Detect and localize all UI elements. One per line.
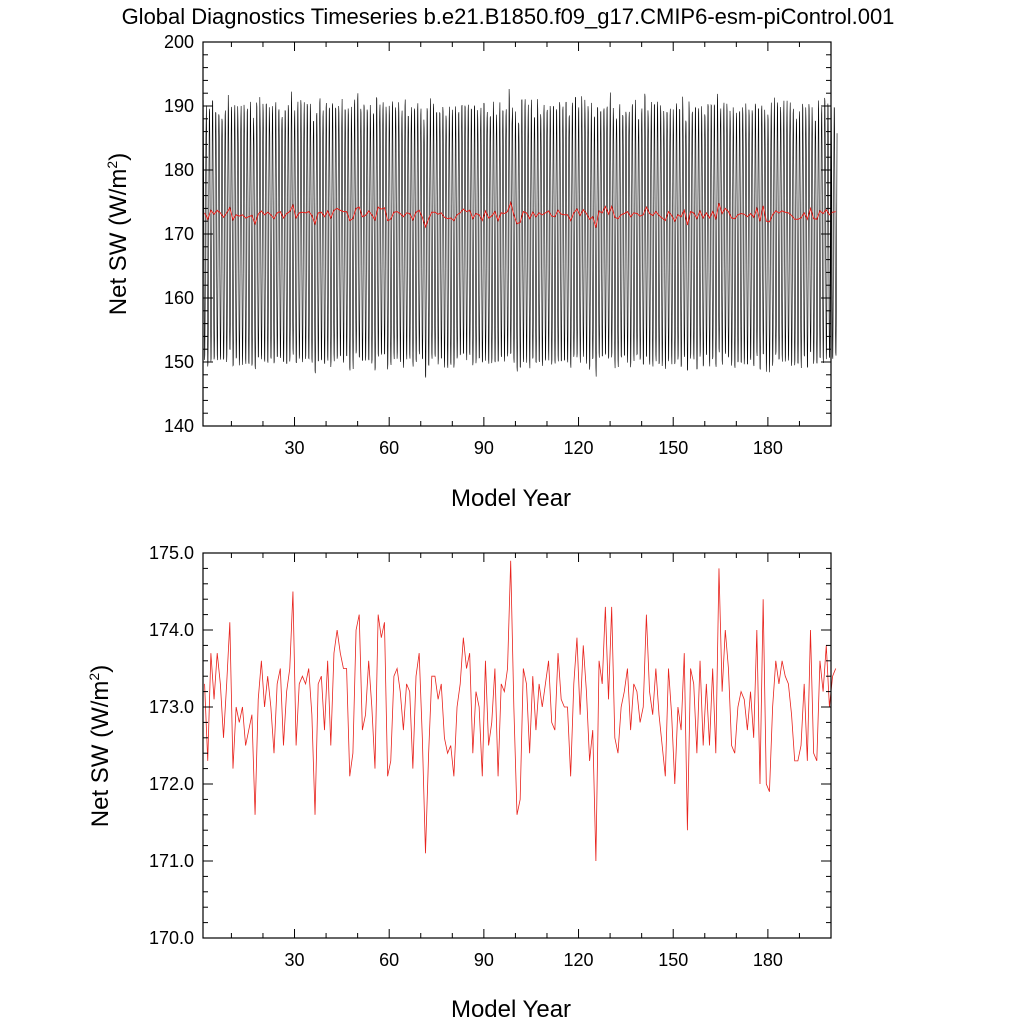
- top-x-tick-label: 150: [658, 438, 688, 458]
- bottom-y-axis-title-sup: 2: [86, 673, 102, 681]
- top-y-axis-title-tail: ): [105, 153, 132, 161]
- top-y-tick-label: 150: [164, 352, 194, 372]
- top-y-tick-label: 170: [164, 224, 194, 244]
- bottom-y-tick-label: 170.0: [149, 928, 194, 948]
- top-y-axis-title: Net SW (W/m2): [104, 153, 132, 315]
- bottom-x-tick-label: 90: [474, 950, 494, 970]
- bottom-x-tick-label: 180: [753, 950, 783, 970]
- top-annual-mean-line: [204, 200, 836, 229]
- bottom-x-tick-label: 150: [658, 950, 688, 970]
- top-x-tick-label: 90: [474, 438, 494, 458]
- bottom-y-axis-title-main: Net SW (W/m: [87, 681, 114, 828]
- top-series-lines: [202, 89, 838, 378]
- bottom-x-axis-title: Model Year: [451, 996, 571, 1023]
- bottom-y-tick-label: 172.0: [149, 774, 194, 794]
- top-x-tick-label: 180: [753, 438, 783, 458]
- bottom-series-lines: [204, 560, 837, 862]
- bottom-x-tick-label: 120: [564, 950, 594, 970]
- top-y-tick-label: 190: [164, 96, 194, 116]
- bottom-y-tick-label: 175.0: [149, 543, 194, 563]
- top-axis-ticks: 30 60 90 120 150 180 140 150 160 170 180 190 200: [164, 32, 831, 458]
- bottom-plot-frame: [202, 552, 832, 939]
- bottom-annual-mean-line: [204, 560, 837, 862]
- bottom-y-axis-title: Net SW (W/m2): [86, 665, 114, 827]
- top-plot-frame: [202, 41, 832, 427]
- bottom-x-tick-label: 60: [379, 950, 399, 970]
- top-y-tick-label: 200: [164, 32, 194, 52]
- top-x-axis-title: Model Year: [451, 485, 571, 512]
- bottom-x-tick-label: 30: [285, 950, 305, 970]
- bottom-y-tick-label: 173.0: [149, 697, 194, 717]
- bottom-y-tick-label: 171.0: [149, 851, 194, 871]
- chart-title: Global Diagnostics Timeseries b.e21.B185…: [122, 4, 895, 29]
- bottom-axis-ticks: 30 60 90 120 150 180 170.0 171.0 172.0 173.0 174.0…: [149, 543, 831, 970]
- top-y-tick-label: 160: [164, 288, 194, 308]
- bottom-y-tick-label: 174.0: [149, 620, 194, 640]
- top-x-tick-label: 60: [379, 438, 399, 458]
- top-monthly-series-line: [202, 89, 838, 378]
- top-y-tick-label: 140: [164, 416, 194, 436]
- top-y-axis-title-sup: 2: [104, 161, 120, 169]
- top-y-tick-label: 180: [164, 160, 194, 180]
- top-panel: 30 60 90 120 150 180 140 150 160 170 180 190 200 Mod…: [104, 32, 838, 512]
- top-x-tick-label: 30: [285, 438, 305, 458]
- bottom-y-axis-title-tail: ): [87, 665, 114, 673]
- top-y-axis-title-main: Net SW (W/m: [105, 169, 132, 316]
- top-x-tick-label: 120: [564, 438, 594, 458]
- bottom-panel: 30 60 90 120 150 180 170.0 171.0 172.0 173.0 174.0…: [86, 543, 837, 1023]
